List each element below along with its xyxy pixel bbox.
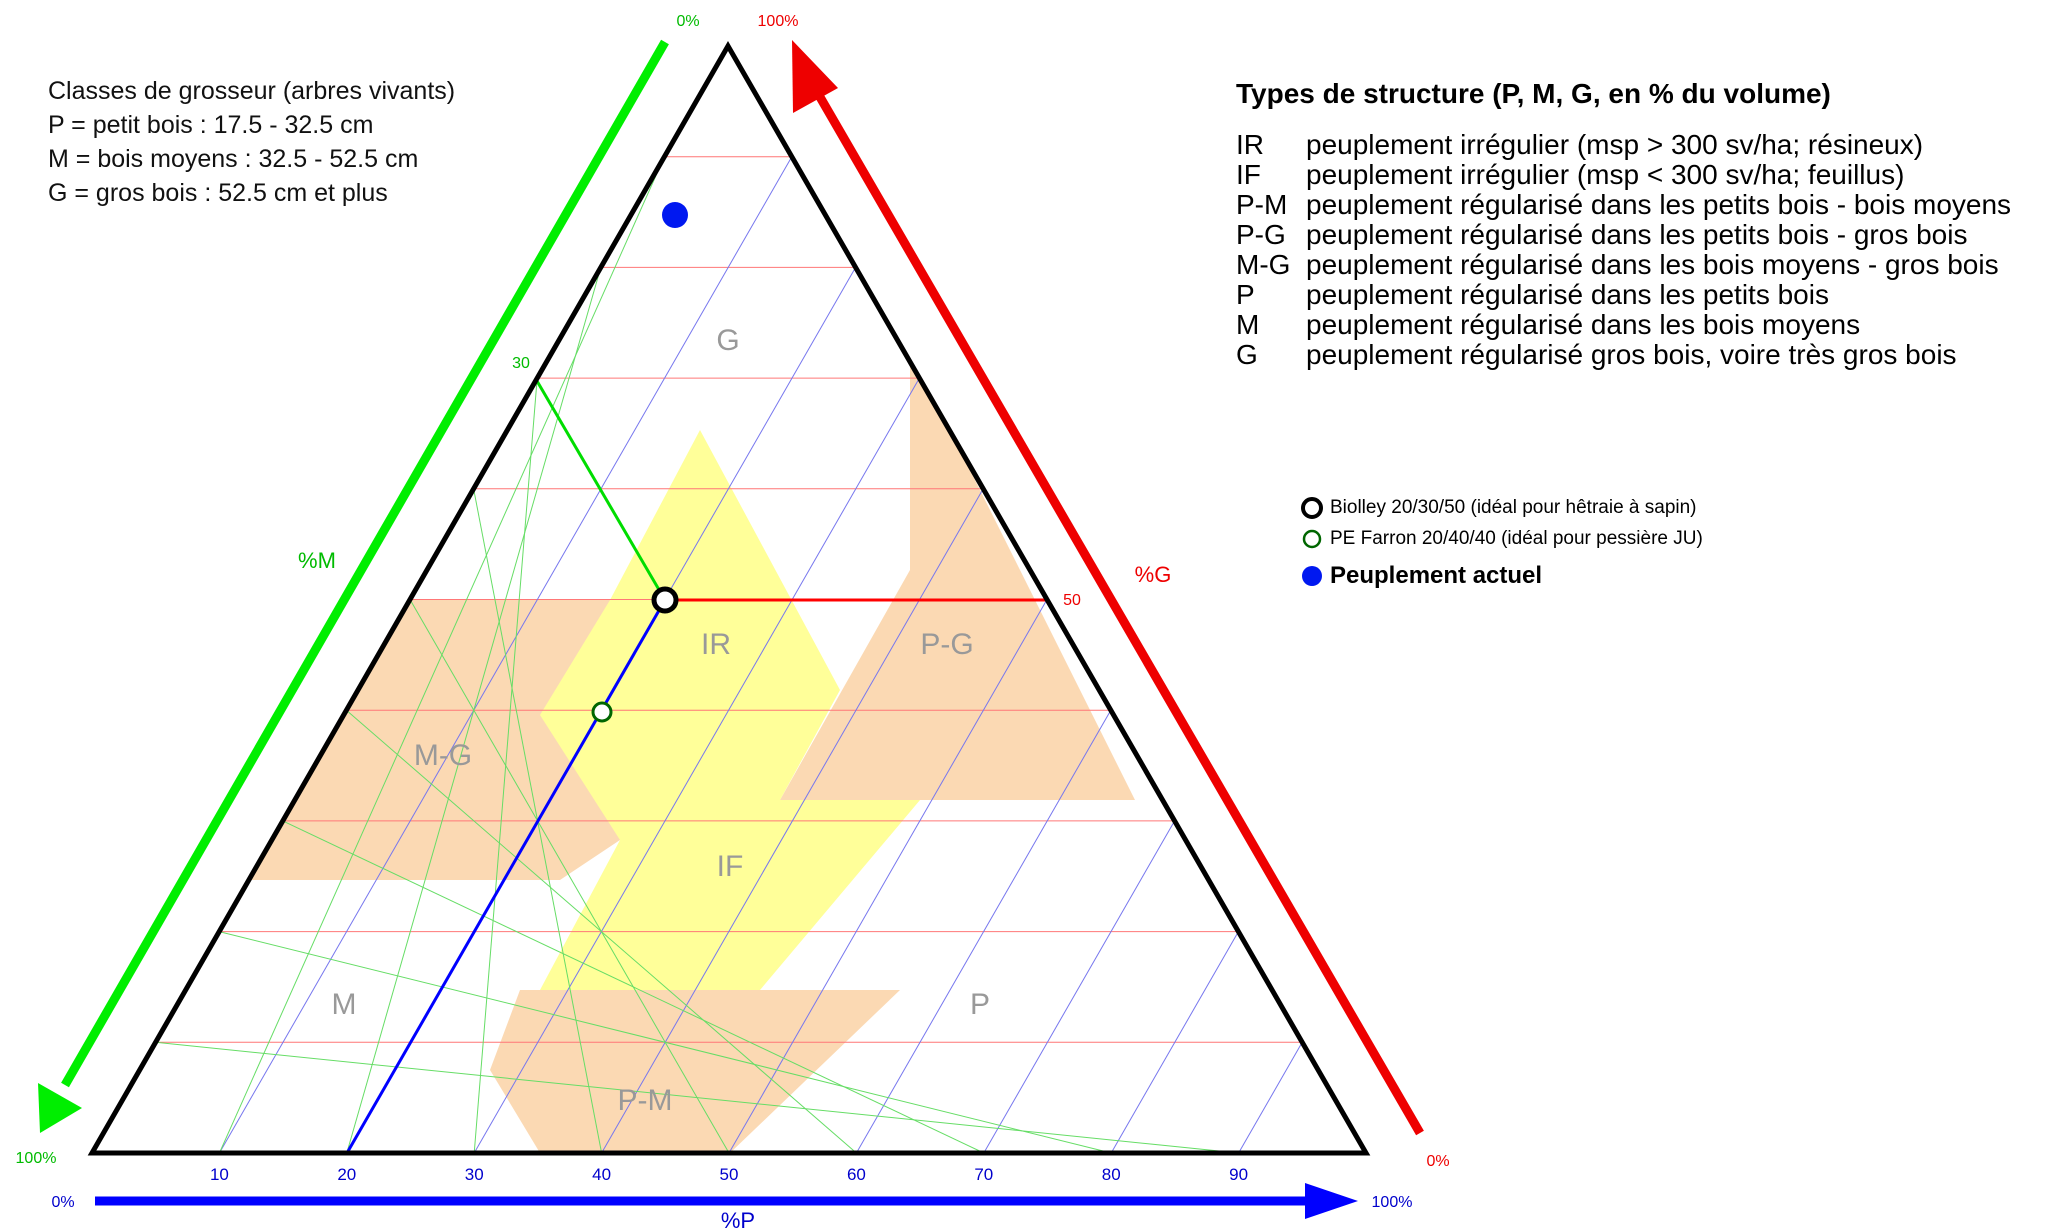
legend-actuel-label: Peuplement actuel: [1330, 561, 1543, 589]
zone-label-g: G: [716, 324, 739, 357]
grid-m-line: [282, 820, 985, 1154]
grid-p-line: [473, 377, 920, 1154]
p-axis-tick-label: 10: [210, 1165, 229, 1184]
g-axis-end-label: 100%: [758, 13, 799, 30]
p-axis-title: %P: [721, 1208, 755, 1231]
p-axis-start-label: 0%: [51, 1194, 74, 1211]
zone-label-p-m: P-M: [618, 1084, 673, 1117]
triangle-outline: [87, 40, 1371, 1156]
size-classes-legend: Classes de grosseur (arbres vivants) P =…: [48, 74, 455, 210]
g-axis-start-label: 0%: [1426, 1153, 1449, 1170]
m-axis-arrow-head: [38, 1083, 82, 1133]
type-description: peuplement régularisé dans les petits bo…: [1306, 219, 1968, 250]
g-axis-arrow-head: [792, 40, 838, 113]
legend-farron-label: PE Farron 20/40/40 (idéal pour pessière …: [1330, 527, 1703, 549]
zone-label-m-g: M-G: [414, 739, 472, 772]
m-axis-start-label: 0%: [676, 13, 699, 30]
zone-label-p: P: [970, 988, 990, 1021]
p-axis-arrow-head: [1305, 1183, 1358, 1219]
m-axis-arrow-shaft: [61, 39, 669, 1088]
p-axis-tick-label: 60: [847, 1165, 866, 1184]
type-description: peuplement régularisé dans les petits bo…: [1306, 279, 1829, 310]
grid-p-line: [1238, 1042, 1303, 1154]
type-code: P-M: [1236, 189, 1288, 220]
g-axis-arrow-shaft: [816, 94, 1424, 1136]
biolley-marker-icon: [1301, 496, 1323, 519]
type-code: P-G: [1236, 219, 1286, 250]
type-row: M-G peuplement régularisé dans les bois m…: [1236, 250, 2011, 280]
m-axis-title: %M: [298, 548, 336, 573]
grid-p-line: [855, 709, 1112, 1154]
p-axis-tick-label: 80: [1102, 1165, 1121, 1184]
structure-types-legend: Types de structure (P, M, G, en % du vol…: [1236, 78, 2011, 370]
type-description: peuplement irrégulier (msp < 300 sv/ha; …: [1306, 159, 1905, 190]
size-legend-line-g: G = gros bois : 52.5 cm et plus: [48, 179, 388, 207]
zone-label-if: IF: [717, 850, 744, 883]
type-description: peuplement régularisé dans les bois moye…: [1306, 309, 1861, 340]
zone-label-m: M: [332, 988, 357, 1021]
g-axis-title: %G: [1135, 562, 1172, 587]
p-axis-tick-label: 50: [720, 1165, 739, 1184]
point-farron: [591, 701, 613, 723]
p-axis-tick-label: 30: [465, 1165, 484, 1184]
type-row: IF peuplement irrégulier (msp < 300 sv/ha…: [1236, 160, 2011, 190]
type-row: IR peuplement irrégulier (msp > 300 sv/ha…: [1236, 130, 2011, 160]
size-legend-line-m: M = bois moyens : 32.5 - 52.5 cm: [48, 145, 419, 173]
legend-row-farron: PE Farron 20/40/40 (idéal pour pessière …: [1300, 523, 1703, 554]
zone-m-g-area: [250, 600, 620, 880]
type-description: peuplement irrégulier (msp > 300 sv/ha; …: [1306, 129, 1924, 160]
grid-m-line: [219, 931, 1112, 1154]
type-code: IF: [1236, 159, 1261, 190]
actuel-marker-icon: [1302, 565, 1322, 586]
type-code: M: [1236, 309, 1260, 340]
size-legend-title: Classes de grosseur (arbres vivants): [48, 77, 456, 105]
type-code: M-G: [1236, 249, 1291, 280]
p-axis-tick-label: 70: [974, 1165, 993, 1184]
biolley-p-line: [345, 599, 667, 1154]
type-row: P-M peuplement régularisé dans les petits…: [1236, 190, 2011, 220]
type-code: G: [1236, 339, 1258, 370]
point-biolley: [651, 586, 679, 614]
zone-label-p-g: P-G: [920, 628, 973, 661]
type-code: IR: [1236, 129, 1264, 160]
size-legend-line-p: P = petit bois : 17.5 - 32.5 cm: [48, 111, 374, 139]
grid-p-line: [1110, 931, 1239, 1154]
m-axis-end-label: 100%: [16, 1150, 57, 1167]
zone-p-m-area: [490, 990, 900, 1153]
p-axis-tick-label: 20: [337, 1165, 356, 1184]
m-axis-tick-30: 30: [512, 355, 530, 372]
biolley-m-line: [535, 380, 667, 601]
legend-row-biolley: Biolley 20/30/50 (idéal pour hêtraie à s…: [1300, 492, 1703, 523]
legend-row-actuel: Peuplement actuel: [1300, 560, 1703, 591]
point-peuplement-actuel: [662, 202, 688, 228]
types-legend-title: Types de structure (P, M, G, en % du vol…: [1236, 78, 1831, 109]
zone-p-g-area: [780, 350, 1135, 800]
type-code: P: [1236, 279, 1255, 310]
grid-m-line: [409, 599, 730, 1154]
marker-legend: Biolley 20/30/50 (idéal pour hêtraie à s…: [1300, 492, 1703, 591]
p-axis-tick-label: 40: [592, 1165, 611, 1184]
grid-m-line: [346, 709, 857, 1154]
p-axis-tick-label: 90: [1229, 1165, 1248, 1184]
grid-m-line: [155, 1041, 1239, 1154]
grid-p-line: [728, 599, 1048, 1154]
g-axis-tick-50: 50: [1063, 592, 1081, 609]
type-description: peuplement régularisé gros bois, voire t…: [1306, 339, 1957, 370]
grid-p-line: [983, 820, 1176, 1154]
legend-biolley-label: Biolley 20/30/50 (idéal pour hêtraie à s…: [1330, 496, 1697, 518]
type-row: P-G peuplement régularisé dans les petits…: [1236, 220, 2011, 250]
farron-marker-icon: [1302, 529, 1322, 548]
type-description: peuplement régularisé dans les bois moye…: [1306, 249, 1999, 280]
zone-label-ir: IR: [701, 628, 731, 661]
type-description: peuplement régularisé dans les petits bo…: [1306, 189, 2012, 220]
p-axis-end-label: 100%: [1372, 1194, 1413, 1211]
